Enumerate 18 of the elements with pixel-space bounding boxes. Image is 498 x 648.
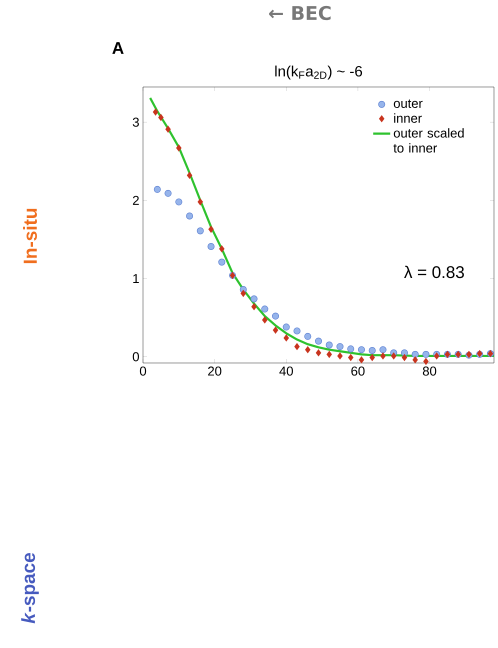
text: In-situ xyxy=(23,208,37,264)
y-tick-label: 1 xyxy=(133,274,139,284)
text: k-space xyxy=(21,553,39,624)
legend-label: inner xyxy=(394,113,422,123)
text: ← BEC xyxy=(269,6,331,20)
legend-label: outer xyxy=(394,99,423,108)
text: A xyxy=(112,42,124,54)
chart-title: ln(k$_{F}$a$_{2D}$) ~ -6 xyxy=(275,66,362,80)
x-tick-label: 0 xyxy=(140,366,146,376)
legend-label: outer scaled to inner xyxy=(393,128,464,153)
y-tick-label: 3 xyxy=(132,118,139,127)
x-tick-label: 80 xyxy=(422,366,436,376)
annotation: λ = 0.83 xyxy=(404,266,464,278)
y-tick-label: 2 xyxy=(132,196,139,205)
x-tick-label: 60 xyxy=(351,366,365,376)
x-tick-label: 20 xyxy=(208,366,222,376)
y-tick-label: 0 xyxy=(132,352,139,362)
x-tick-label: 40 xyxy=(279,366,293,376)
